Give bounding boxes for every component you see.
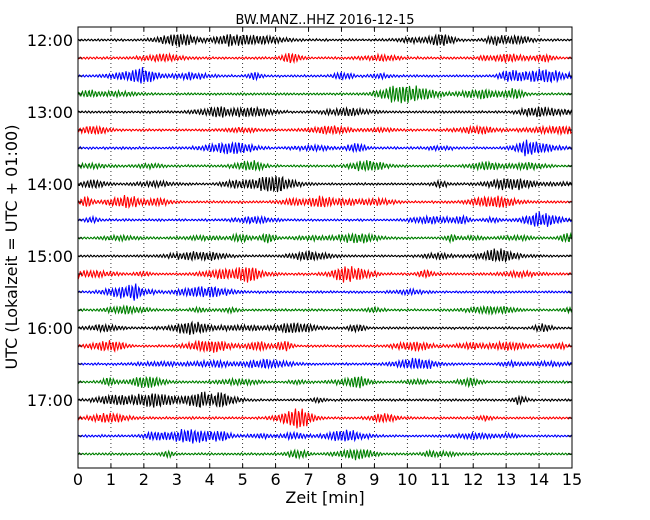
trace-line bbox=[77, 304, 573, 316]
x-tick-label: 0 bbox=[73, 470, 83, 489]
x-tick-label: 3 bbox=[172, 470, 182, 489]
x-tick-label: 13 bbox=[496, 470, 516, 489]
x-tick-label: 11 bbox=[430, 470, 450, 489]
trace-line bbox=[77, 231, 573, 245]
trace-line bbox=[77, 375, 572, 389]
x-tick-label: 4 bbox=[205, 470, 215, 489]
x-axis-label: Zeit [min] bbox=[285, 488, 364, 507]
trace-line bbox=[77, 320, 572, 335]
x-tick-label: 10 bbox=[397, 470, 417, 489]
trace-line bbox=[77, 105, 573, 118]
trace-line bbox=[77, 124, 572, 137]
trace-line bbox=[77, 175, 573, 193]
x-axis: 0 1 2 3 4 5 6 7 8 9 10 11 12 13 14 15 bbox=[73, 27, 582, 489]
trace-line bbox=[77, 248, 572, 263]
trace-line bbox=[77, 428, 572, 444]
x-tick-label: 14 bbox=[529, 470, 549, 489]
trace-line bbox=[77, 339, 572, 354]
trace-line bbox=[77, 448, 572, 461]
trace-line bbox=[77, 408, 572, 429]
y-tick-label: 12:00 bbox=[27, 31, 73, 50]
trace-line bbox=[77, 52, 572, 65]
trace-line bbox=[77, 194, 572, 210]
trace-line bbox=[77, 33, 572, 48]
y-axis-label: UTC (Lokalzeit = UTC + 01:00) bbox=[2, 125, 21, 370]
x-tick-label: 5 bbox=[238, 470, 248, 489]
trace-line bbox=[77, 85, 572, 104]
trace-line bbox=[77, 283, 572, 301]
y-axis: 12:00 13:00 14:00 15:00 16:00 17:00 bbox=[27, 31, 572, 455]
trace-line bbox=[77, 391, 572, 408]
y-tick-label: 13:00 bbox=[27, 103, 73, 122]
plot-frame bbox=[77, 26, 573, 469]
y-tick-label: 14:00 bbox=[27, 175, 73, 194]
chart-title: BW.MANZ..HHZ 2016-12-15 bbox=[235, 13, 414, 28]
trace-line bbox=[77, 160, 572, 173]
y-tick-label: 15:00 bbox=[27, 247, 73, 266]
trace-line bbox=[77, 67, 573, 84]
x-tick-label: 12 bbox=[463, 470, 483, 489]
x-tick-label: 2 bbox=[139, 470, 149, 489]
x-tick-label: 15 bbox=[562, 470, 582, 489]
x-tick-label: 9 bbox=[369, 470, 379, 489]
trace-line bbox=[77, 139, 572, 157]
vertical-grid bbox=[110, 27, 540, 468]
x-tick-label: 6 bbox=[271, 470, 281, 489]
x-tick-label: 8 bbox=[336, 470, 346, 489]
y-tick-label: 16:00 bbox=[27, 319, 73, 338]
y-tick-label: 17:00 bbox=[27, 391, 73, 410]
trace-line bbox=[77, 357, 572, 370]
seismic-traces bbox=[77, 33, 573, 461]
x-tick-label: 1 bbox=[106, 470, 116, 489]
x-tick-label: 7 bbox=[303, 470, 313, 489]
trace-line bbox=[77, 211, 572, 227]
trace-line bbox=[77, 266, 572, 283]
